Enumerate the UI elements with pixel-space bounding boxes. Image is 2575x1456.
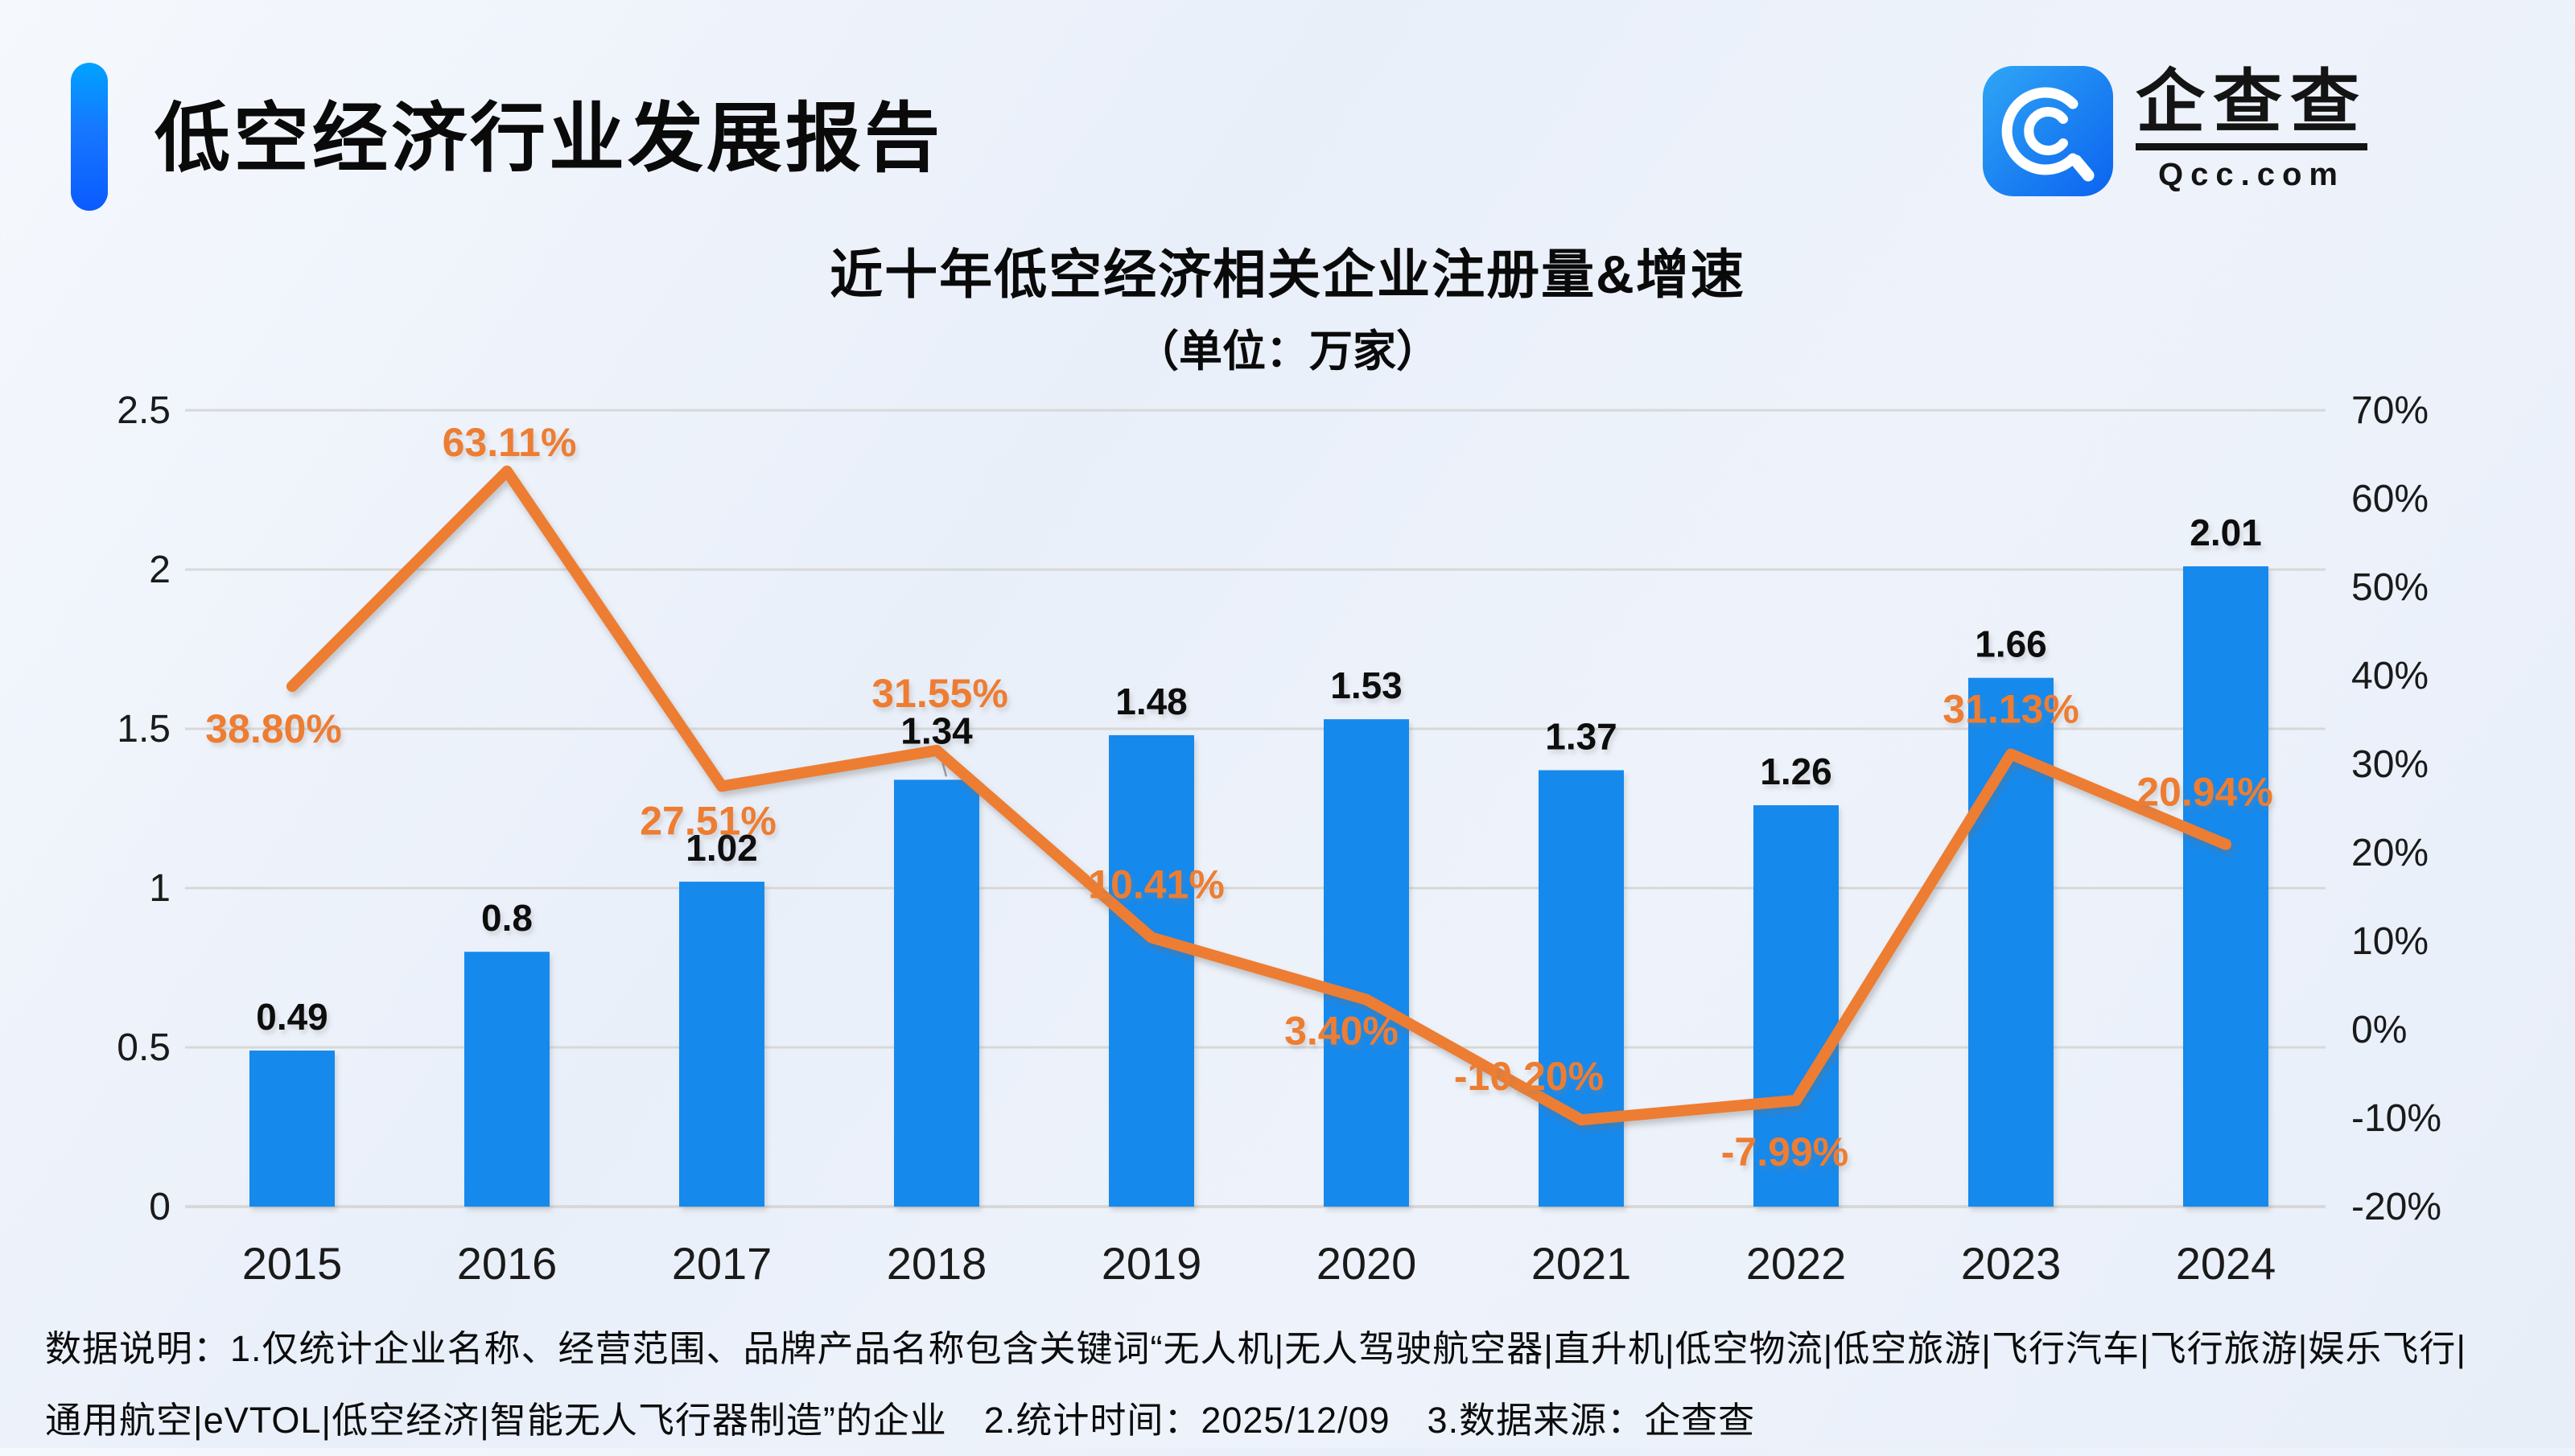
bar-2017 — [679, 882, 764, 1207]
qcc-logo-text: 企查查 Qcc.com — [2136, 66, 2367, 193]
y-axis-right-label: 30% — [2351, 743, 2429, 786]
y-axis-right-label: -10% — [2351, 1097, 2441, 1140]
x-axis-year-label: 2015 — [242, 1238, 343, 1289]
y-axis-right-label: 20% — [2351, 832, 2429, 874]
y-axis-right-label: 0% — [2351, 1009, 2407, 1051]
x-axis-year-label: 2016 — [457, 1238, 558, 1289]
qcc-brand-zh: 企查查 — [2136, 66, 2367, 151]
y-axis-left-label: 2.5 — [117, 389, 171, 432]
bar-2018 — [894, 779, 979, 1207]
footnote: 数据说明：1.仅统计企业名称、经营范围、品牌产品名称包含关键词“无人机|无人驾驶… — [45, 1313, 2540, 1456]
growth-value-label: 31.55% — [871, 671, 1008, 716]
x-axis-year-label: 2022 — [1746, 1238, 1847, 1289]
bar-2016 — [464, 952, 550, 1207]
y-axis-right-label: 50% — [2351, 566, 2429, 609]
bar-value-label: 1.02 — [686, 827, 758, 869]
bar-value-label: 1.26 — [1760, 751, 1832, 792]
bar-value-label: 1.66 — [1975, 623, 2047, 665]
bar-value-label: 0.8 — [481, 897, 533, 939]
bar-2019 — [1109, 734, 1194, 1207]
y-axis-right-label: 10% — [2351, 920, 2429, 963]
x-axis-year-label: 2020 — [1316, 1238, 1417, 1289]
bar-2022 — [1753, 805, 1839, 1207]
y-axis-right-label: -20% — [2351, 1186, 2441, 1228]
y-axis-right-label: 60% — [2351, 478, 2429, 520]
chart-title: 近十年低空经济相关企业注册量&增速 — [830, 245, 1745, 304]
y-axis-right-label: 40% — [2351, 655, 2429, 697]
bar-value-label: 0.49 — [256, 996, 328, 1038]
footnote-line-1: 数据说明：1.仅统计企业名称、经营范围、品牌产品名称包含关键词“无人机|无人驾驶… — [45, 1328, 2467, 1369]
y-axis-left-label: 0.5 — [117, 1026, 171, 1069]
x-axis-year-label: 2019 — [1102, 1238, 1202, 1289]
bar-value-label: 2.01 — [2190, 512, 2262, 553]
bar-value-label: 1.34 — [900, 709, 973, 751]
bar-2021 — [1539, 770, 1624, 1207]
growth-value-label: 10.41% — [1088, 862, 1225, 907]
growth-value-label: 31.13% — [1943, 687, 2079, 732]
growth-value-label: 20.94% — [2136, 770, 2273, 815]
growth-value-label: 3.40% — [1284, 1009, 1399, 1054]
growth-line — [286, 465, 2231, 1126]
qcc-logo-icon — [1983, 66, 2113, 196]
x-axis-year-label: 2021 — [1531, 1238, 1632, 1289]
y-axis-left-label: 1 — [149, 867, 171, 910]
bar-2020 — [1324, 719, 1409, 1207]
bar-value-label: 1.37 — [1545, 715, 1617, 757]
qcc-brand-en: Qcc.com — [2158, 157, 2345, 193]
growth-value-label: 63.11% — [443, 420, 577, 465]
title-accent-bar — [71, 63, 108, 211]
growth-value-label: -10.20% — [1454, 1054, 1604, 1099]
growth-value-label: 38.80% — [205, 706, 342, 751]
y-axis-left-label: 0 — [149, 1186, 171, 1228]
y-axis-left-label: 2 — [149, 549, 171, 591]
y-axis-left-label: 1.5 — [117, 708, 171, 751]
x-axis-year-label: 2018 — [887, 1238, 987, 1289]
x-axis-year-label: 2023 — [1961, 1238, 2062, 1289]
footnote-line-2: 通用航空|eVTOL|低空经济|智能无人飞行器制造”的企业 2.统计时间：202… — [45, 1400, 1756, 1441]
growth-value-label: -7.99% — [1721, 1129, 1848, 1174]
y-axis-right-label: 70% — [2351, 389, 2429, 432]
bar-2024 — [2183, 566, 2268, 1207]
growth-value-label: 27.51% — [640, 798, 777, 843]
x-axis-year-label: 2024 — [2176, 1238, 2276, 1289]
chart-subtitle: （单位：万家） — [1135, 327, 1440, 376]
page-title: 低空经济行业发展报告 — [154, 96, 944, 180]
bar-2015 — [249, 1050, 335, 1207]
bar-value-label: 1.48 — [1115, 681, 1188, 722]
qcc-logo: 企查查 Qcc.com — [1983, 66, 2367, 196]
bar-value-label: 1.53 — [1330, 664, 1403, 706]
page-header: 低空经济行业发展报告 企查查 Qcc.com — [0, 0, 2575, 233]
x-axis-year-label: 2017 — [672, 1238, 772, 1289]
